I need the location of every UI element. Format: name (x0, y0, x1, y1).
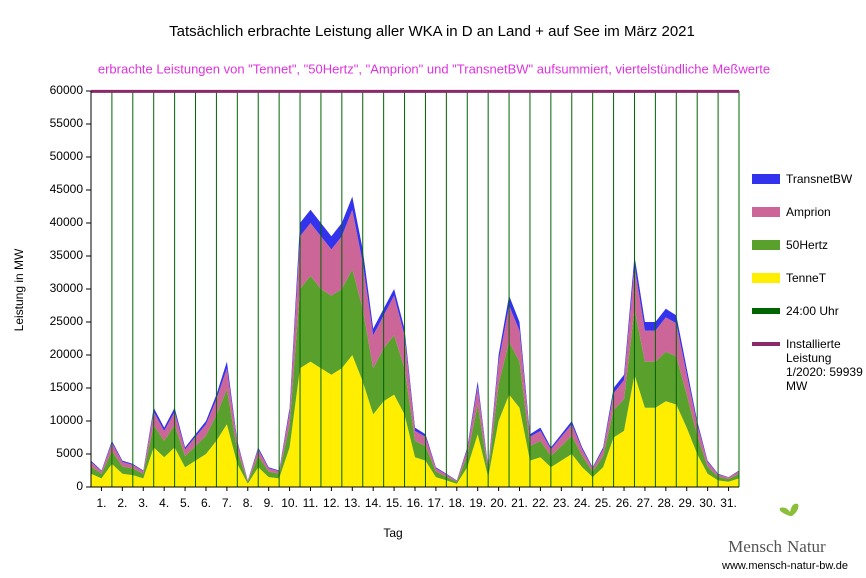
legend-swatch (752, 174, 780, 184)
y-tick-label: 20000 (50, 347, 84, 361)
x-tick-label: 9. (264, 496, 274, 510)
x-tick-label: 12. (323, 496, 340, 510)
x-tick-label: 2. (117, 496, 127, 510)
x-tick-label: 4. (159, 496, 169, 510)
legend-swatch (752, 308, 780, 314)
x-tick-label: 3. (138, 496, 148, 510)
legend-label: 50Hertz (786, 238, 829, 252)
legend-swatch (752, 273, 780, 283)
logo-leaf (779, 503, 799, 516)
y-tick-label: 10000 (50, 413, 84, 427)
x-tick-label: 8. (243, 496, 253, 510)
x-tick-label: 23. (553, 496, 570, 510)
x-tick-label: 18. (448, 496, 465, 510)
y-tick-label: 30000 (50, 281, 84, 295)
y-tick-label: 40000 (50, 215, 84, 229)
x-tick-label: 26. (616, 496, 633, 510)
x-tick-label: 14. (365, 496, 382, 510)
x-tick-label: 5. (180, 496, 190, 510)
chart-subtitle: erbrachte Leistungen von "Tennet", "50He… (98, 61, 770, 76)
x-tick-label: 20. (490, 496, 507, 510)
legend-entry: Installierte Leistung 1/2020: 59939 MW (752, 337, 864, 393)
x-tick-label: 7. (222, 496, 232, 510)
legend-swatch (752, 207, 780, 217)
area (91, 269, 739, 484)
x-tick-label: 11. (303, 496, 319, 510)
x-tick-label: 13. (344, 496, 361, 510)
x-tick-label: 17. (428, 496, 445, 510)
x-axis-label: Tag (383, 526, 402, 540)
y-tick-label: 45000 (50, 182, 84, 196)
legend-entry: TenneT (752, 271, 864, 285)
legend-label: 24:00 Uhr (786, 304, 839, 318)
y-tick-label: 60000 (50, 83, 84, 97)
x-tick-label: 15. (386, 496, 403, 510)
legend-entry: Amprion (752, 205, 864, 219)
y-tick-label: 0 (76, 479, 83, 493)
x-tick-label: 1. (96, 496, 106, 510)
x-tick-label: 28. (657, 496, 674, 510)
y-tick-label: 5000 (56, 446, 83, 460)
x-tick-label: 29. (678, 496, 695, 510)
website: www.mensch-natur-bw.de (721, 560, 848, 572)
y-tick-label: 15000 (50, 380, 84, 394)
x-tick-label: 25. (595, 496, 612, 510)
chart-title: Tatsächlich erbrachte Leistung aller WKA… (169, 23, 695, 40)
x-tick-label: 19. (469, 496, 486, 510)
x-tick-label: 30. (699, 496, 716, 510)
legend-swatch (752, 342, 780, 346)
legend-label: Installierte Leistung 1/2020: 59939 MW (786, 337, 863, 393)
x-tick-label: 27. (637, 496, 654, 510)
x-tick-label: 16. (407, 496, 424, 510)
legend-swatch (752, 240, 780, 250)
area (91, 355, 739, 487)
y-axis-label: Leistung in MW (12, 248, 26, 331)
logo-right: Natur (787, 537, 826, 556)
x-tick-label: 6. (201, 496, 211, 510)
legend-entry: 24:00 Uhr (752, 304, 864, 318)
legend-label: TransnetBW (786, 172, 853, 186)
x-tick-label: 10. (281, 496, 298, 510)
y-tick-label: 55000 (50, 116, 84, 130)
x-tick-label: 22. (532, 496, 549, 510)
legend-entry: TransnetBW (752, 172, 864, 186)
legend-entry: 50Hertz (752, 238, 864, 252)
x-tick-label: 31. (720, 496, 737, 510)
legend-label: Amprion (786, 205, 831, 219)
y-tick-label: 25000 (50, 314, 84, 328)
logo-left: Mensch (728, 537, 782, 556)
x-tick-label: 21. (511, 496, 528, 510)
legend-label: TenneT (786, 271, 827, 285)
y-tick-label: 35000 (50, 248, 84, 262)
x-tick-label: 24. (574, 496, 591, 510)
y-tick-label: 50000 (50, 149, 84, 163)
